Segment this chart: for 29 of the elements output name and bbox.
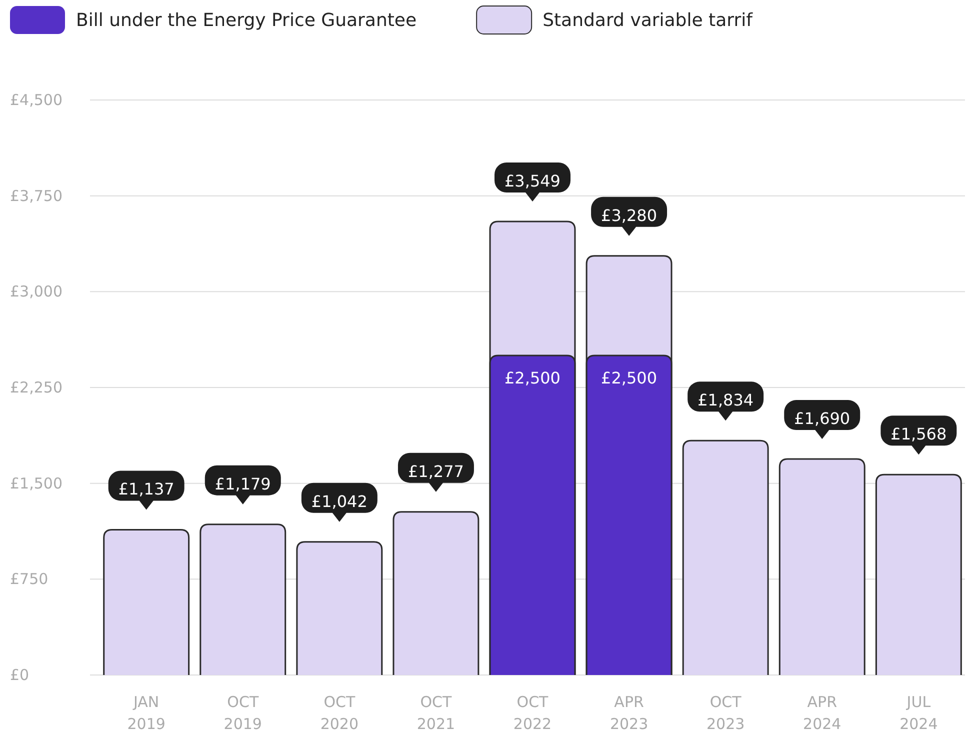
x-tick-label: OCT 2019 [224,693,262,733]
data-label: £1,137 [118,480,174,499]
data-label: £2,500 [601,368,658,388]
x-tick-label: OCT 2023 [706,693,745,733]
x-tick-label: APR 2023 [610,693,648,733]
x-tick-label: OCT 2020 [320,693,359,733]
data-label: £1,690 [794,409,850,428]
x-tick-label: OCT 2021 [416,693,456,733]
x-tick-label: JUL 2024 [900,693,938,733]
x-tick-label: OCT 2022 [513,693,552,733]
data-label: £1,042 [311,492,368,511]
y-tick-label: £750 [10,570,48,588]
data-label: £1,834 [698,390,754,410]
data-label: £1,277 [408,462,464,481]
legend-label: Standard variable tarrif [542,10,754,31]
y-tick-label: £0 [10,666,30,684]
data-label: £3,549 [504,172,560,191]
y-tick-label: £3,750 [10,186,62,205]
y-tick-label: £2,250 [10,378,62,396]
y-tick-label: £4,500 [10,91,62,109]
x-tick-label: APR 2024 [803,693,842,733]
data-label: £1,568 [890,424,947,444]
data-label: £1,179 [214,474,271,494]
x-tick-label: JAN 2019 [127,693,166,733]
y-tick-label: £3,000 [10,282,62,301]
data-label: £2,500 [504,368,560,388]
y-tick-label: £1,500 [10,474,62,492]
legend-label: Bill under the Energy Price Guarantee [76,10,417,31]
data-label: £3,280 [601,206,658,225]
